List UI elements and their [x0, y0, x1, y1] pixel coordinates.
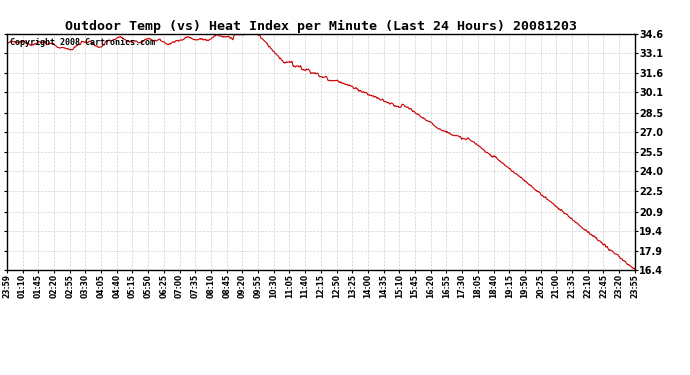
Title: Outdoor Temp (vs) Heat Index per Minute (Last 24 Hours) 20081203: Outdoor Temp (vs) Heat Index per Minute … [65, 20, 577, 33]
Text: Copyright 2008 Cartronics.com: Copyright 2008 Cartronics.com [10, 39, 155, 48]
